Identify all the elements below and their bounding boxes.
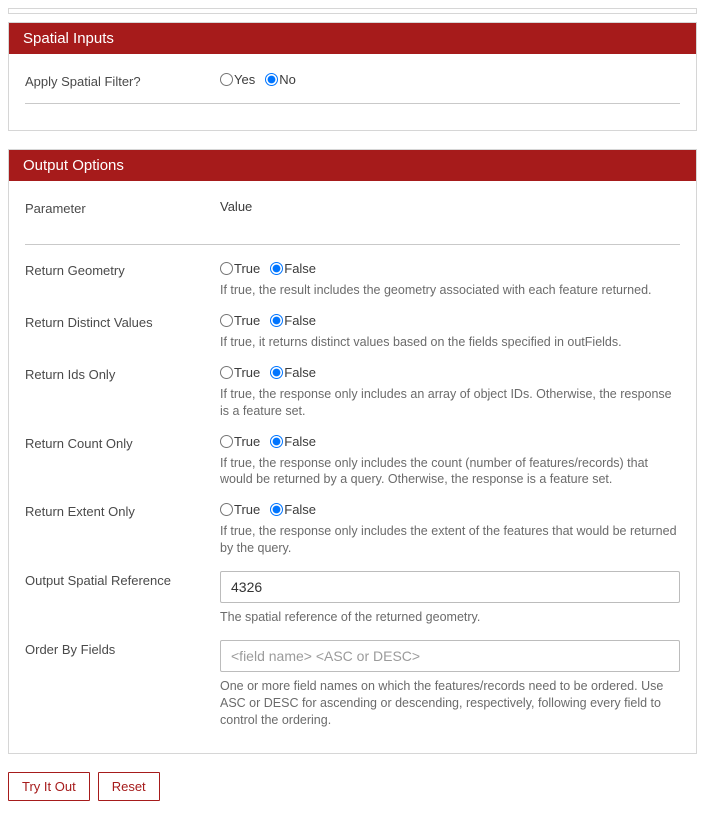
true-label: True [234,313,260,328]
spatial-filter-no-radio[interactable] [265,73,278,86]
spatial-inputs-header: Spatial Inputs [9,23,696,54]
spatial-filter-no-option[interactable]: No [265,72,296,87]
return-count-false-radio[interactable] [270,435,283,448]
return-geometry-true-radio[interactable] [220,262,233,275]
return-count-radio-group: True False [220,434,680,449]
try-it-out-button[interactable]: Try It Out [8,772,90,801]
return-count-false-option[interactable]: False [270,434,316,449]
return-extent-radio-group: True False [220,502,680,517]
return-ids-true-option[interactable]: True [220,365,260,380]
false-label: False [284,261,316,276]
return-distinct-label: Return Distinct Values [25,313,220,330]
return-count-help: If true, the response only includes the … [220,455,680,489]
true-label: True [234,502,260,517]
return-geometry-label: Return Geometry [25,261,220,278]
out-sr-label: Output Spatial Reference [25,571,220,588]
return-distinct-false-option[interactable]: False [270,313,316,328]
return-extent-help: If true, the response only includes the … [220,523,680,557]
true-label: True [234,434,260,449]
reset-button[interactable]: Reset [98,772,160,801]
return-distinct-radio-group: True False [220,313,680,328]
return-ids-label: Return Ids Only [25,365,220,382]
return-extent-false-option[interactable]: False [270,502,316,517]
spatial-filter-yes-label: Yes [234,72,255,87]
return-ids-false-option[interactable]: False [270,365,316,380]
out-sr-help: The spatial reference of the returned ge… [220,609,680,626]
apply-spatial-filter-radio-group: Yes No [220,72,680,87]
divider [25,103,680,104]
parameter-column-header: Parameter [25,199,220,230]
return-ids-true-radio[interactable] [220,366,233,379]
false-label: False [284,365,316,380]
return-extent-label: Return Extent Only [25,502,220,519]
divider [25,244,680,245]
return-geometry-false-radio[interactable] [270,262,283,275]
out-sr-input[interactable] [220,571,680,603]
false-label: False [284,313,316,328]
return-extent-false-radio[interactable] [270,503,283,516]
value-column-header: Value [220,199,680,228]
return-distinct-true-option[interactable]: True [220,313,260,328]
order-by-help: One or more field names on which the fea… [220,678,680,729]
return-distinct-true-radio[interactable] [220,314,233,327]
apply-spatial-filter-label: Apply Spatial Filter? [25,72,220,89]
spatial-filter-yes-radio[interactable] [220,73,233,86]
return-geometry-help: If true, the result includes the geometr… [220,282,680,299]
return-ids-false-radio[interactable] [270,366,283,379]
order-by-label: Order By Fields [25,640,220,657]
spatial-inputs-panel: Spatial Inputs Apply Spatial Filter? Yes… [8,22,697,131]
true-label: True [234,365,260,380]
action-buttons: Try It Out Reset [8,772,697,801]
return-distinct-false-radio[interactable] [270,314,283,327]
return-geometry-radio-group: True False [220,261,680,276]
return-distinct-help: If true, it returns distinct values base… [220,334,680,351]
return-ids-help: If true, the response only includes an a… [220,386,680,420]
return-count-label: Return Count Only [25,434,220,451]
order-by-input[interactable] [220,640,680,672]
return-geometry-true-option[interactable]: True [220,261,260,276]
return-extent-true-option[interactable]: True [220,502,260,517]
return-count-true-radio[interactable] [220,435,233,448]
return-ids-radio-group: True False [220,365,680,380]
output-options-panel: Output Options Parameter Value Return Ge… [8,149,697,754]
return-geometry-false-option[interactable]: False [270,261,316,276]
output-options-header: Output Options [9,150,696,181]
false-label: False [284,434,316,449]
return-extent-true-radio[interactable] [220,503,233,516]
false-label: False [284,502,316,517]
spatial-filter-no-label: No [279,72,296,87]
spatial-filter-yes-option[interactable]: Yes [220,72,255,87]
true-label: True [234,261,260,276]
return-count-true-option[interactable]: True [220,434,260,449]
previous-panel-edge [8,8,697,14]
